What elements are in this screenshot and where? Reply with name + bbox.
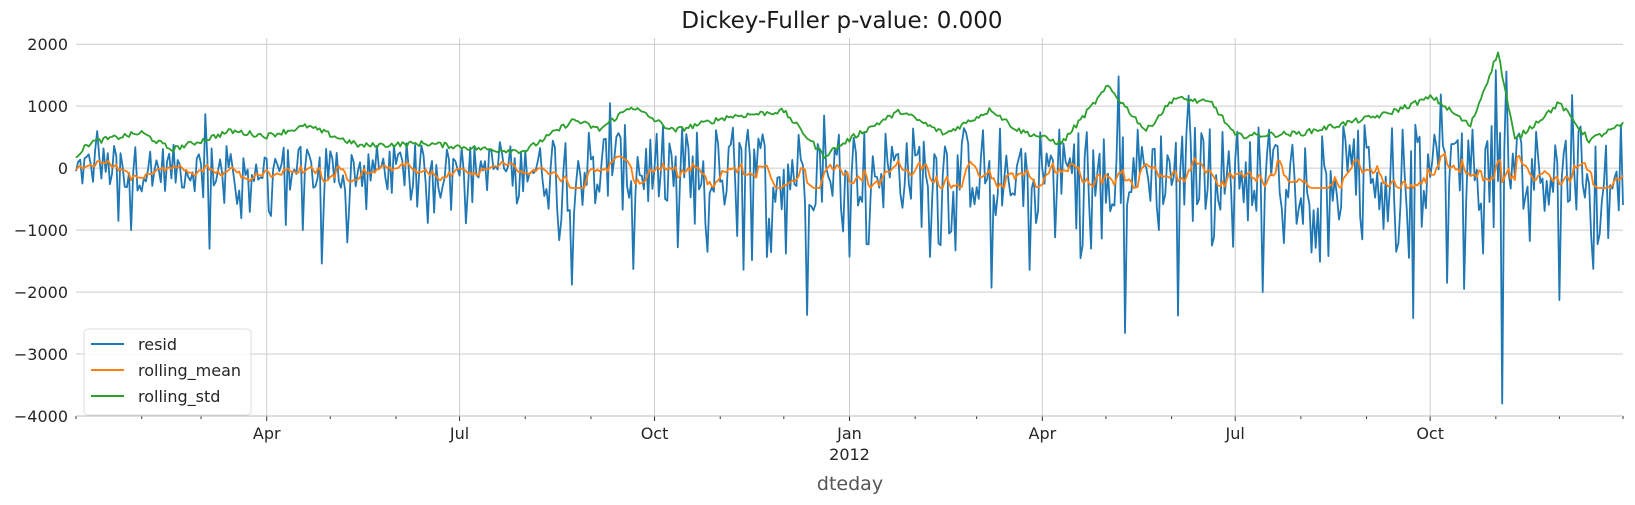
y-tick-label: 1000 — [27, 97, 68, 116]
x-tick-label: Jul — [1225, 424, 1245, 443]
y-tick-label: −1000 — [14, 221, 68, 240]
rolling-mean-line — [75, 152, 1624, 189]
legend-label: resid — [138, 335, 177, 354]
rolling-std-line — [75, 51, 1624, 160]
legend: resid rolling_mean rolling_std — [83, 328, 252, 416]
y-tick-label: 2000 — [27, 35, 68, 54]
x-tick-label: Oct — [641, 424, 669, 443]
y-tick-label: −3000 — [14, 345, 68, 364]
legend-box — [83, 328, 252, 416]
x-axis-label: dteday — [817, 473, 883, 495]
legend-label: rolling_std — [138, 387, 220, 407]
x-tick-label: Apr — [253, 424, 281, 443]
y-tick-label: −2000 — [14, 283, 68, 302]
legend-label: rolling_mean — [138, 361, 241, 381]
resid-line — [75, 69, 1624, 405]
axes: 2000 1000 0 −1000 −2000 −3000 −4000 Apr Jul Oct Ja… — [14, 35, 1624, 464]
x-tick-label: Jul — [449, 424, 469, 443]
y-tick-label: 0 — [58, 159, 68, 178]
x-year-label: 2012 — [829, 445, 870, 464]
y-tick-label: −4000 — [14, 407, 68, 426]
plot-area — [75, 51, 1624, 405]
chart-title: Dickey-Fuller p-value: 0.000 — [681, 8, 1002, 34]
x-tick-label: Oct — [1416, 424, 1444, 443]
x-tick-label: Apr — [1029, 424, 1057, 443]
x-tick-label: Jan — [836, 424, 862, 443]
